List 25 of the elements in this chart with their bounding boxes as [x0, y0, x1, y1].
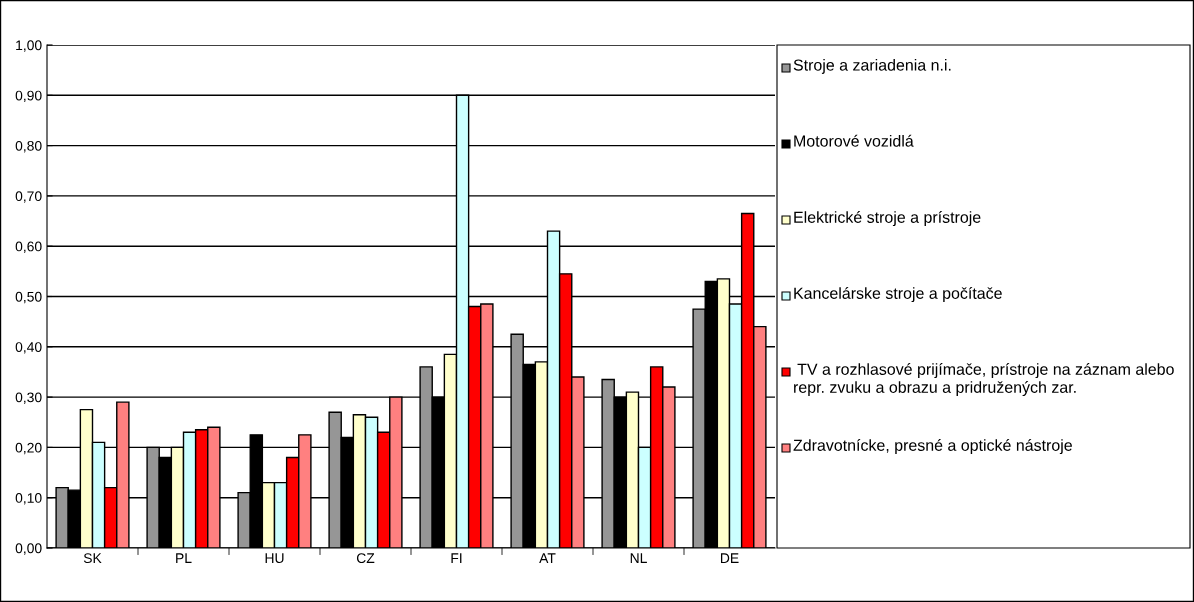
x-tick-label: FI [451, 553, 462, 563]
x-tick-label: CZ [356, 553, 375, 564]
legend-label: Kancelárske stroje a počítače [794, 287, 1002, 303]
y-tick-label: 0,00 [15, 543, 42, 555]
x-tick-label: DE [720, 553, 739, 563]
x-tick-label: AT [539, 553, 556, 563]
y-tick-label: 1,00 [16, 40, 42, 52]
legend-label: Zdravotnícke, presné a optické nástroje [793, 439, 1072, 455]
x-tick-label: SK [83, 553, 102, 564]
y-tick-label: 0,90 [15, 90, 42, 103]
y-tick-label: 0,50 [15, 291, 42, 304]
legend-label: Elektrické stroje a prístroje [794, 211, 981, 227]
y-tick-label: 0,30 [15, 392, 42, 404]
legend-label: Stroje a zariadenia n.i. [793, 59, 951, 74]
y-tick-label: 0,10 [15, 493, 42, 505]
y-tick-label: 0,80 [15, 140, 42, 153]
legend-label: Motorové vozidlá [794, 134, 914, 147]
legend-label: TV a rozhlasové prijímače, prístroje na záznam alebo repr. zvuku a obrazu a pridružených zar. [794, 363, 1174, 397]
x-tick-label: NL [630, 553, 647, 563]
y-tick-label: 0,40 [15, 342, 42, 354]
y-tick-label: 0,70 [15, 191, 42, 203]
x-tick-label: HU [265, 553, 284, 564]
x-tick-label: PL [176, 553, 192, 563]
y-tick-label: 0,60 [15, 241, 42, 254]
y-tick-label: 0,20 [15, 442, 42, 455]
